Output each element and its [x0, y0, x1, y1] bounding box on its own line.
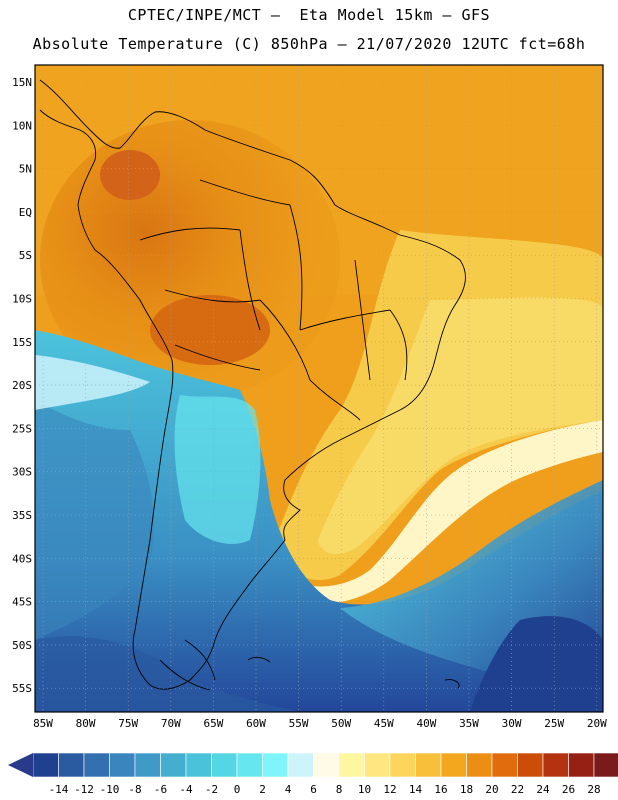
- legend-value: 22: [511, 783, 524, 796]
- legend-swatch: [542, 752, 569, 778]
- legend-swatch: [364, 752, 391, 778]
- legend-value: 10: [358, 783, 371, 796]
- lat-label: 40S: [12, 552, 32, 565]
- lon-label: 40W: [416, 717, 436, 730]
- lat-label: 50S: [12, 639, 32, 652]
- lon-label: 55W: [289, 717, 309, 730]
- lat-label: EQ: [19, 206, 32, 219]
- legend-value: -8: [128, 783, 141, 796]
- lon-label: 75W: [118, 717, 138, 730]
- legend-value: 8: [336, 783, 343, 796]
- legend-value: 16: [434, 783, 447, 796]
- legend-value: 4: [285, 783, 292, 796]
- graticule: [35, 65, 603, 712]
- legend-value: 18: [460, 783, 473, 796]
- map-subtitle: Absolute Temperature (C) 850hPa – 21/07/…: [32, 35, 586, 53]
- legend-value: 0: [234, 783, 241, 796]
- lat-label: 35S: [12, 509, 32, 522]
- legend-swatch: [466, 752, 493, 778]
- lat-label: 30S: [12, 466, 32, 479]
- legend-swatch: [287, 752, 314, 778]
- lat-label: 5S: [19, 249, 32, 262]
- legend-arrow-left: [8, 753, 33, 777]
- legend-value: 12: [383, 783, 396, 796]
- map-frame: [34, 64, 604, 713]
- legend-value: 14: [409, 783, 423, 796]
- legend-swatch: [389, 752, 416, 778]
- legend-value: 26: [562, 783, 575, 796]
- legend-value: -12: [74, 783, 94, 796]
- legend-swatch: [160, 752, 187, 778]
- legend-swatch: [593, 752, 618, 778]
- legend-swatch: [109, 752, 136, 778]
- legend-value: -6: [154, 783, 167, 796]
- legend-value: -2: [205, 783, 218, 796]
- legend-value: 28: [587, 783, 600, 796]
- legend-swatch: [313, 752, 340, 778]
- pale-band: [262, 420, 603, 605]
- lon-label: 20W: [587, 717, 607, 730]
- legend-value: 20: [485, 783, 498, 796]
- map-title: CPTEC/INPE/MCT – Eta Model 15km – GFS: [127, 6, 491, 24]
- lon-label: 60W: [246, 717, 266, 730]
- legend-swatch: [415, 752, 442, 778]
- legend-value: -14: [49, 783, 69, 796]
- legend-value: -10: [100, 783, 120, 796]
- lat-label: 5N: [19, 163, 32, 176]
- legend-swatch: [185, 752, 212, 778]
- lat-label: 15N: [12, 76, 32, 89]
- legend-value: 24: [536, 783, 550, 796]
- coastlines: [39, 79, 466, 691]
- legend-swatch: [83, 752, 110, 778]
- legend-value: -4: [179, 783, 193, 796]
- lat-label: 10S: [12, 293, 32, 306]
- lat-label: 55S: [12, 682, 32, 695]
- legend-swatch: [517, 752, 544, 778]
- lat-label: 15S: [12, 336, 32, 349]
- legend-value: 2: [259, 783, 266, 796]
- lat-label: 25S: [12, 422, 32, 435]
- legend-swatch: [134, 752, 161, 778]
- legend-swatch: [236, 752, 263, 778]
- lon-label: 30W: [502, 717, 522, 730]
- legend-swatch: [568, 752, 595, 778]
- legend-value: 6: [310, 783, 317, 796]
- legend-swatch: [32, 752, 59, 778]
- legend-swatch: [491, 752, 518, 778]
- legend-swatch: [58, 752, 85, 778]
- lon-label: 85W: [33, 717, 53, 730]
- lat-label: 45S: [12, 596, 32, 609]
- legend-swatch: [440, 752, 467, 778]
- lat-label: 20S: [12, 379, 32, 392]
- lon-label: 50W: [331, 717, 351, 730]
- lat-label: 10N: [12, 119, 32, 132]
- lon-label: 25W: [544, 717, 564, 730]
- legend-swatch: [338, 752, 365, 778]
- lon-label: 70W: [161, 717, 181, 730]
- longitude-labels: 85W 80W 75W 70W 65W 60W 55W 50W 45W 40W 35W 30W 25W 2…: [33, 717, 607, 730]
- lon-label: 80W: [76, 717, 96, 730]
- lon-label: 35W: [459, 717, 479, 730]
- legend-swatch: [262, 752, 289, 778]
- latitude-labels: 15N 10N 5N EQ 5S 10S 15S 20S 25S 30S 35S 40S 45S 50S 5…: [12, 76, 32, 695]
- legend-swatch: [211, 752, 238, 778]
- lon-label: 45W: [374, 717, 394, 730]
- lon-label: 65W: [203, 717, 223, 730]
